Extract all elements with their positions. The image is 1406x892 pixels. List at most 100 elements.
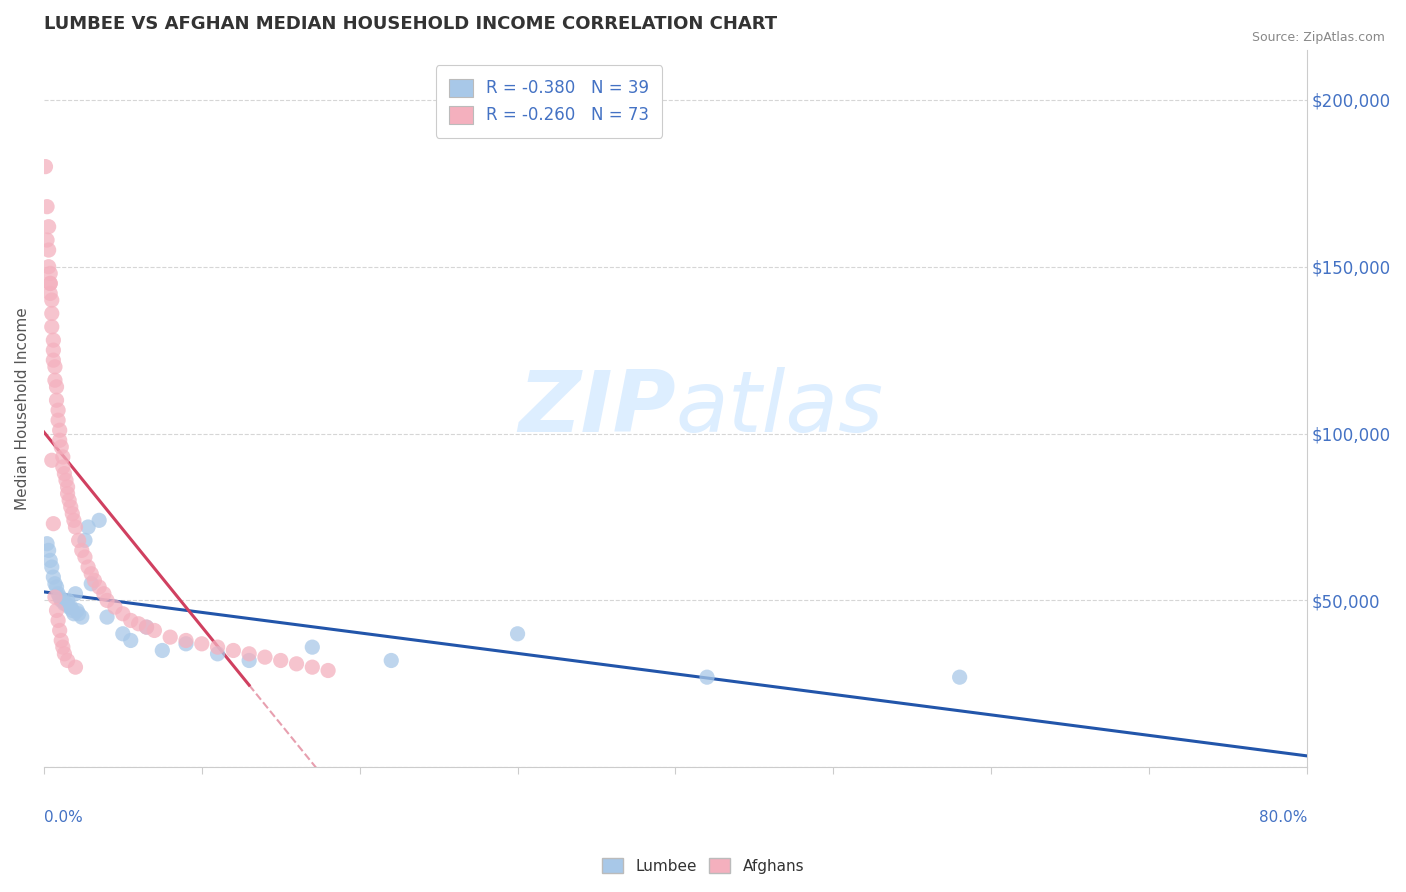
Point bbox=[207, 647, 229, 661]
Point bbox=[60, 507, 83, 521]
Point bbox=[52, 450, 75, 464]
Point bbox=[46, 587, 69, 601]
Point bbox=[67, 533, 90, 548]
Text: atlas: atlas bbox=[675, 367, 883, 450]
Point bbox=[63, 607, 86, 621]
Point bbox=[222, 643, 245, 657]
Point bbox=[58, 600, 80, 615]
Y-axis label: Median Household Income: Median Household Income bbox=[15, 307, 30, 510]
Point bbox=[104, 600, 127, 615]
Point bbox=[207, 640, 229, 654]
Point bbox=[41, 293, 63, 307]
Legend: R = -0.380   N = 39, R = -0.260   N = 73: R = -0.380 N = 39, R = -0.260 N = 73 bbox=[436, 65, 662, 137]
Point bbox=[44, 576, 66, 591]
Point bbox=[89, 580, 111, 594]
Point bbox=[35, 233, 58, 247]
Point bbox=[39, 286, 62, 301]
Point bbox=[60, 603, 83, 617]
Point bbox=[39, 267, 62, 281]
Point bbox=[53, 467, 76, 481]
Point bbox=[270, 653, 292, 667]
Point bbox=[35, 537, 58, 551]
Point bbox=[45, 580, 67, 594]
Point bbox=[58, 493, 80, 508]
Point bbox=[44, 359, 66, 374]
Point bbox=[135, 620, 157, 634]
Point bbox=[45, 393, 67, 408]
Point bbox=[65, 660, 87, 674]
Point bbox=[52, 593, 75, 607]
Point bbox=[55, 597, 77, 611]
Point bbox=[46, 403, 69, 417]
Point bbox=[42, 570, 65, 584]
Point bbox=[53, 647, 76, 661]
Point bbox=[380, 653, 402, 667]
Point bbox=[506, 627, 529, 641]
Point bbox=[65, 520, 87, 534]
Point bbox=[38, 219, 60, 234]
Point bbox=[48, 434, 70, 448]
Point bbox=[238, 647, 260, 661]
Text: ZIP: ZIP bbox=[517, 367, 675, 450]
Point bbox=[41, 319, 63, 334]
Point bbox=[191, 637, 214, 651]
Point bbox=[41, 306, 63, 320]
Point bbox=[93, 587, 115, 601]
Text: 80.0%: 80.0% bbox=[1258, 810, 1308, 825]
Point bbox=[41, 560, 63, 574]
Point bbox=[56, 653, 79, 667]
Point bbox=[46, 413, 69, 427]
Point bbox=[42, 333, 65, 347]
Point bbox=[73, 533, 96, 548]
Point bbox=[80, 566, 103, 581]
Point bbox=[120, 614, 142, 628]
Point bbox=[70, 543, 93, 558]
Point bbox=[38, 260, 60, 274]
Point bbox=[48, 590, 70, 604]
Point bbox=[83, 574, 105, 588]
Point bbox=[96, 610, 118, 624]
Point bbox=[55, 473, 77, 487]
Point bbox=[52, 640, 75, 654]
Point bbox=[38, 243, 60, 257]
Point bbox=[120, 633, 142, 648]
Point bbox=[44, 373, 66, 387]
Point bbox=[150, 643, 173, 657]
Point bbox=[44, 590, 66, 604]
Point bbox=[39, 277, 62, 291]
Point bbox=[174, 633, 197, 648]
Point bbox=[111, 607, 134, 621]
Point bbox=[42, 516, 65, 531]
Point bbox=[51, 633, 73, 648]
Point bbox=[41, 453, 63, 467]
Point bbox=[48, 624, 70, 638]
Point bbox=[67, 607, 90, 621]
Point bbox=[39, 553, 62, 567]
Point bbox=[253, 650, 276, 665]
Point bbox=[301, 660, 323, 674]
Point bbox=[56, 486, 79, 500]
Point bbox=[89, 513, 111, 527]
Point bbox=[70, 610, 93, 624]
Point bbox=[238, 653, 260, 667]
Point bbox=[143, 624, 166, 638]
Point bbox=[38, 543, 60, 558]
Point bbox=[128, 616, 150, 631]
Point bbox=[42, 353, 65, 368]
Point bbox=[285, 657, 308, 671]
Point bbox=[59, 500, 82, 514]
Point bbox=[53, 597, 76, 611]
Point bbox=[45, 603, 67, 617]
Point bbox=[66, 603, 89, 617]
Point bbox=[77, 520, 100, 534]
Point bbox=[48, 423, 70, 437]
Point bbox=[696, 670, 718, 684]
Text: Source: ZipAtlas.com: Source: ZipAtlas.com bbox=[1251, 31, 1385, 45]
Point bbox=[73, 549, 96, 564]
Point bbox=[159, 630, 181, 644]
Point bbox=[35, 200, 58, 214]
Point bbox=[59, 600, 82, 615]
Point bbox=[77, 560, 100, 574]
Point bbox=[135, 620, 157, 634]
Point bbox=[56, 593, 79, 607]
